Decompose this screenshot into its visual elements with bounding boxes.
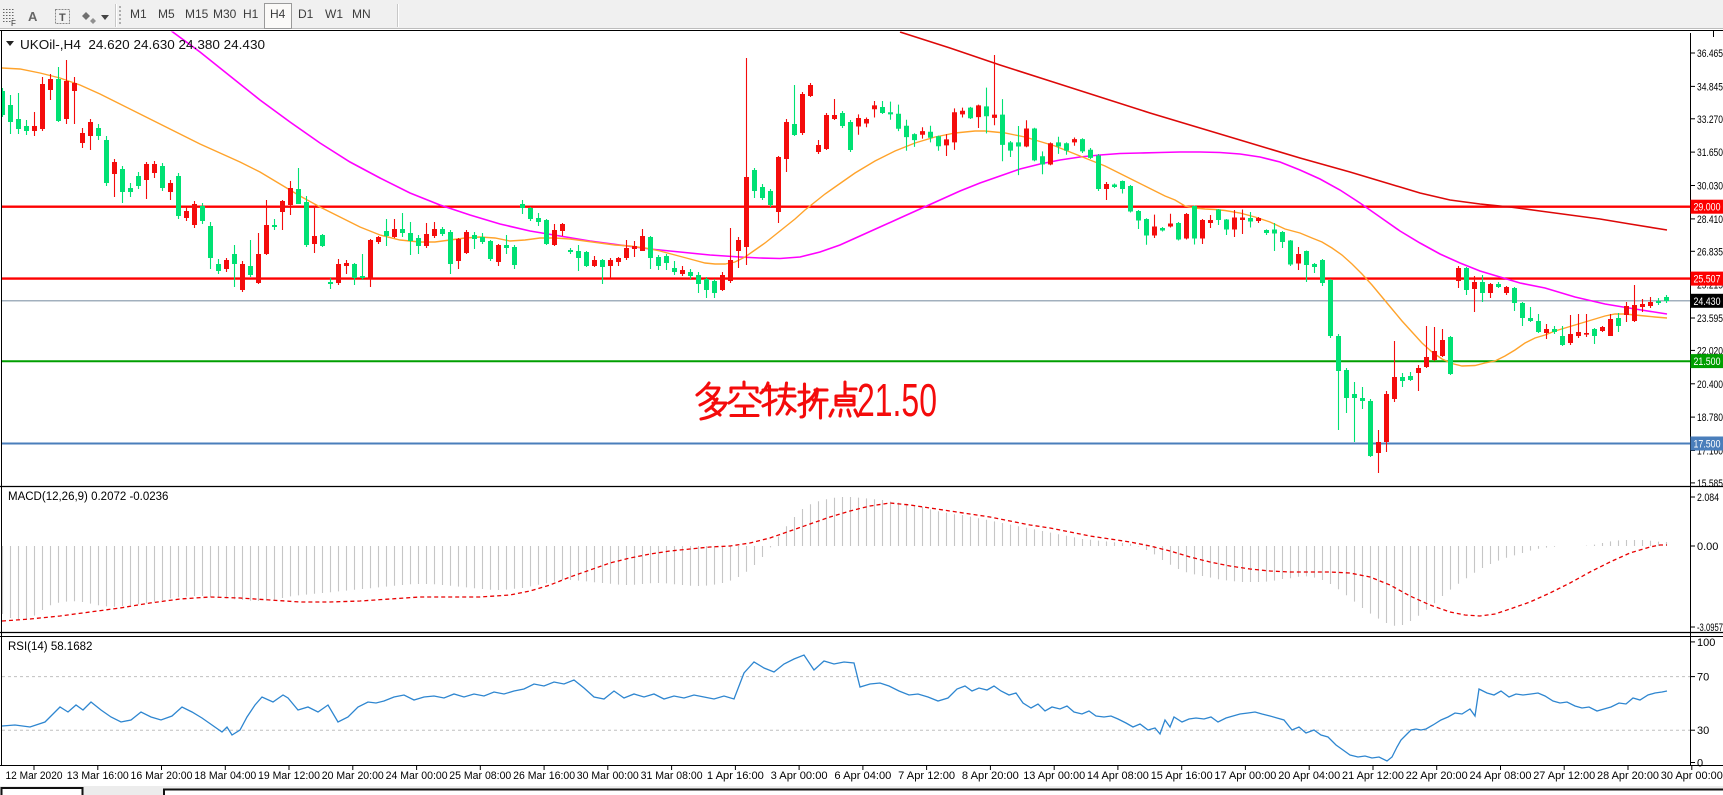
svg-text:25 Mar 08:00: 25 Mar 08:00 xyxy=(449,770,511,782)
svg-text:27 Apr 12:00: 27 Apr 12:00 xyxy=(1533,770,1595,782)
svg-text:21.50: 21.50 xyxy=(857,374,937,426)
svg-text:20.400: 20.400 xyxy=(1697,379,1723,391)
svg-text:-3.0957: -3.0957 xyxy=(1697,622,1723,634)
svg-text:26.835: 26.835 xyxy=(1697,246,1723,258)
svg-text:31.650: 31.650 xyxy=(1697,147,1723,159)
svg-text:36.465: 36.465 xyxy=(1697,48,1723,60)
svg-text:3 Apr 00:00: 3 Apr 00:00 xyxy=(771,770,828,782)
svg-text:34.845: 34.845 xyxy=(1697,81,1723,93)
svg-text:15.585: 15.585 xyxy=(1697,478,1723,490)
svg-text:26 Mar 16:00: 26 Mar 16:00 xyxy=(513,770,575,782)
svg-text:18 Mar 04:00: 18 Mar 04:00 xyxy=(194,770,256,782)
svg-text:7 Apr 12:00: 7 Apr 12:00 xyxy=(898,770,955,782)
svg-text:T: T xyxy=(59,12,66,24)
svg-text:22 Apr 20:00: 22 Apr 20:00 xyxy=(1406,770,1468,782)
svg-text:19 Mar 12:00: 19 Mar 12:00 xyxy=(258,770,320,782)
svg-text:25.507: 25.507 xyxy=(1694,274,1721,286)
svg-text:RSI(14) 58.1682: RSI(14) 58.1682 xyxy=(8,641,92,653)
svg-text:8 Apr 20:00: 8 Apr 20:00 xyxy=(962,770,1019,782)
svg-text:17 Apr 00:00: 17 Apr 00:00 xyxy=(1214,770,1276,782)
svg-text:0: 0 xyxy=(1697,758,1703,770)
svg-text:30 Mar 00:00: 30 Mar 00:00 xyxy=(577,770,639,782)
svg-text:14 Apr 08:00: 14 Apr 08:00 xyxy=(1087,770,1149,782)
svg-text:30 Apr 00:00: 30 Apr 00:00 xyxy=(1661,770,1723,782)
svg-text:18.780: 18.780 xyxy=(1697,412,1723,424)
svg-text:30: 30 xyxy=(1697,725,1709,737)
svg-text:6 Apr 04:00: 6 Apr 04:00 xyxy=(834,770,891,782)
svg-text:33.270: 33.270 xyxy=(1697,114,1723,126)
svg-text:24 Mar 00:00: 24 Mar 00:00 xyxy=(386,770,448,782)
svg-text:F: F xyxy=(11,19,16,28)
svg-text:28.410: 28.410 xyxy=(1697,214,1723,226)
svg-text:13 Apr 00:00: 13 Apr 00:00 xyxy=(1023,770,1085,782)
svg-text:31 Mar 08:00: 31 Mar 08:00 xyxy=(641,770,703,782)
svg-text:20 Apr 04:00: 20 Apr 04:00 xyxy=(1278,770,1340,782)
svg-text:A: A xyxy=(28,9,38,24)
svg-text:24.430: 24.430 xyxy=(1694,296,1721,308)
svg-text:20 Mar 20:00: 20 Mar 20:00 xyxy=(322,770,384,782)
svg-text:12 Mar 2020: 12 Mar 2020 xyxy=(6,770,63,782)
svg-text:70: 70 xyxy=(1697,672,1709,684)
svg-text:16 Mar 20:00: 16 Mar 20:00 xyxy=(131,770,193,782)
svg-text:0.00: 0.00 xyxy=(1697,541,1718,553)
svg-text:17.500: 17.500 xyxy=(1694,439,1721,451)
svg-text:13 Mar 16:00: 13 Mar 16:00 xyxy=(67,770,129,782)
svg-text:100: 100 xyxy=(1697,637,1715,649)
svg-text:2.084: 2.084 xyxy=(1697,492,1719,504)
svg-text:21.500: 21.500 xyxy=(1694,356,1721,368)
svg-text:MACD(12,26,9) 0.2072 -0.0236: MACD(12,26,9) 0.2072 -0.0236 xyxy=(8,491,168,503)
svg-text:21 Apr 12:00: 21 Apr 12:00 xyxy=(1342,770,1404,782)
svg-text:1 Apr 16:00: 1 Apr 16:00 xyxy=(707,770,764,782)
svg-text:28 Apr 20:00: 28 Apr 20:00 xyxy=(1597,770,1659,782)
svg-text:15 Apr 16:00: 15 Apr 16:00 xyxy=(1151,770,1213,782)
svg-text:29.000: 29.000 xyxy=(1694,202,1721,214)
svg-text:UKOil-,H4 24.620 24.630 24.38: UKOil-,H4 24.620 24.630 24.380 24.430 xyxy=(20,38,265,52)
svg-text:24 Apr 08:00: 24 Apr 08:00 xyxy=(1470,770,1532,782)
svg-text:23.595: 23.595 xyxy=(1697,313,1723,325)
svg-text:30.030: 30.030 xyxy=(1697,181,1723,193)
